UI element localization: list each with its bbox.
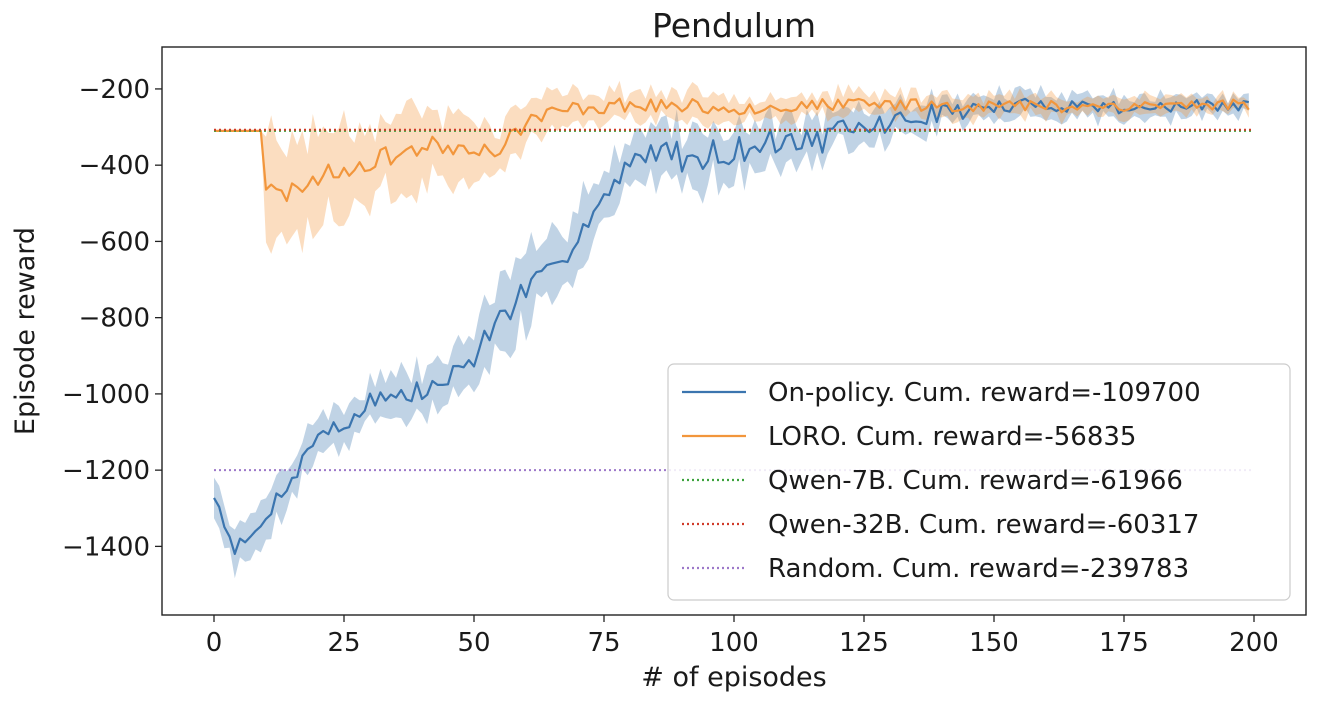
legend-label: Qwen-7B. Cum. reward=-61966 <box>768 466 1183 496</box>
legend-label: LORO. Cum. reward=-56835 <box>768 422 1136 452</box>
y-tick-label: −800 <box>79 304 150 334</box>
x-axis-label: # of episodes <box>641 662 826 693</box>
series-line-0 <box>213 97 1249 556</box>
x-tick-label: 175 <box>1099 628 1149 658</box>
x-tick-label: 50 <box>457 628 490 658</box>
legend: On-policy. Cum. reward=-109700 LORO. Cum.… <box>667 363 1291 601</box>
x-axis-ticks: 0 25 50 75 100 125 150 175 200 <box>206 615 1279 658</box>
y-tick-label: −600 <box>79 227 150 257</box>
series-band-0 <box>214 84 1249 579</box>
y-axis-ticks: −200 −400 −600 −800 −1000 −1200 −1400 <box>62 75 162 562</box>
x-tick-label: 100 <box>709 628 759 658</box>
y-tick-label: −200 <box>79 75 150 105</box>
y-tick-label: −1000 <box>62 380 150 410</box>
legend-label: On-policy. Cum. reward=-109700 <box>768 378 1201 408</box>
y-tick-label: −1200 <box>62 456 150 486</box>
x-tick-label: 0 <box>206 628 223 658</box>
series-band-1 <box>214 80 1249 254</box>
x-tick-label: 200 <box>1229 628 1279 658</box>
y-axis-label: Episode reward <box>10 227 41 435</box>
x-tick-label: 150 <box>969 628 1019 658</box>
series-line-1 <box>214 97 1250 203</box>
x-tick-label: 125 <box>839 628 889 658</box>
legend-box <box>667 363 1291 601</box>
chart-title: Pendulum <box>652 6 816 45</box>
legend-label: Random. Cum. reward=-239783 <box>768 554 1189 584</box>
legend-label: Qwen-32B. Cum. reward=-60317 <box>768 510 1199 540</box>
confidence-bands <box>214 80 1249 579</box>
y-tick-label: −1400 <box>62 532 150 562</box>
y-tick-label: −400 <box>79 151 150 181</box>
x-tick-label: 75 <box>587 628 620 658</box>
x-tick-label: 25 <box>327 628 360 658</box>
